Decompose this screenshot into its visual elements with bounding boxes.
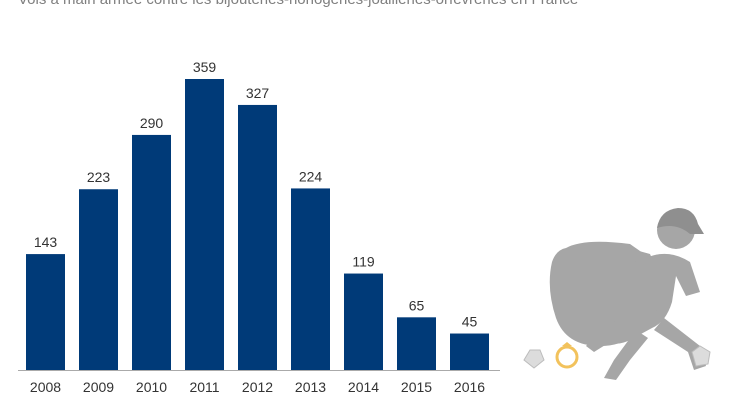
x-tick-label-2013: 2013 xyxy=(295,379,326,395)
bar-2015 xyxy=(397,317,436,370)
thief-arm-shape xyxy=(586,296,660,352)
x-tick-label-2016: 2016 xyxy=(454,379,485,395)
diamond-icon xyxy=(691,345,711,367)
bar-2012 xyxy=(238,104,277,370)
x-tick-label-2008: 2008 xyxy=(30,379,61,395)
x-tick-label-2014: 2014 xyxy=(348,379,379,395)
value-label-2016: 45 xyxy=(462,314,478,330)
gold-ring-icon xyxy=(555,342,579,369)
value-label-2008: 143 xyxy=(34,234,58,250)
thief-leg-back-shape xyxy=(604,330,648,380)
bars-group xyxy=(26,79,489,370)
x-tick-label-2012: 2012 xyxy=(242,379,273,395)
chart-subtitle: Vols à main armée contre les bijouteries… xyxy=(18,0,578,8)
value-label-2013: 224 xyxy=(299,168,323,184)
x-tick-label-2015: 2015 xyxy=(401,379,432,395)
value-label-2014: 119 xyxy=(352,254,375,270)
x-tick-label-2010: 2010 xyxy=(136,379,167,395)
x-tick-labels-group: 2008 2009 2010 2011 2012 2013 2014 2015 2016 xyxy=(30,379,485,395)
x-tick-label-2009: 2009 xyxy=(83,379,114,395)
bar-2011 xyxy=(185,79,224,370)
thief-with-sack-icon xyxy=(549,208,706,380)
bar-2013 xyxy=(291,188,330,370)
bar-2009 xyxy=(79,189,118,370)
value-label-2010: 290 xyxy=(140,115,164,131)
value-label-2012: 327 xyxy=(246,85,270,101)
value-labels-group: 143 223 290 359 327 224 119 65 45 xyxy=(34,59,478,330)
x-tick-label-2011: 2011 xyxy=(189,379,219,395)
value-label-2009: 223 xyxy=(87,169,111,185)
bar-2016 xyxy=(450,333,489,370)
thief-cap-shape xyxy=(657,208,704,234)
bar-2014 xyxy=(344,273,383,370)
bar-2010 xyxy=(132,134,171,370)
diamond-icon xyxy=(523,349,545,369)
value-label-2011: 359 xyxy=(193,59,217,75)
value-label-2015: 65 xyxy=(409,297,425,313)
bar-2008 xyxy=(26,254,65,370)
